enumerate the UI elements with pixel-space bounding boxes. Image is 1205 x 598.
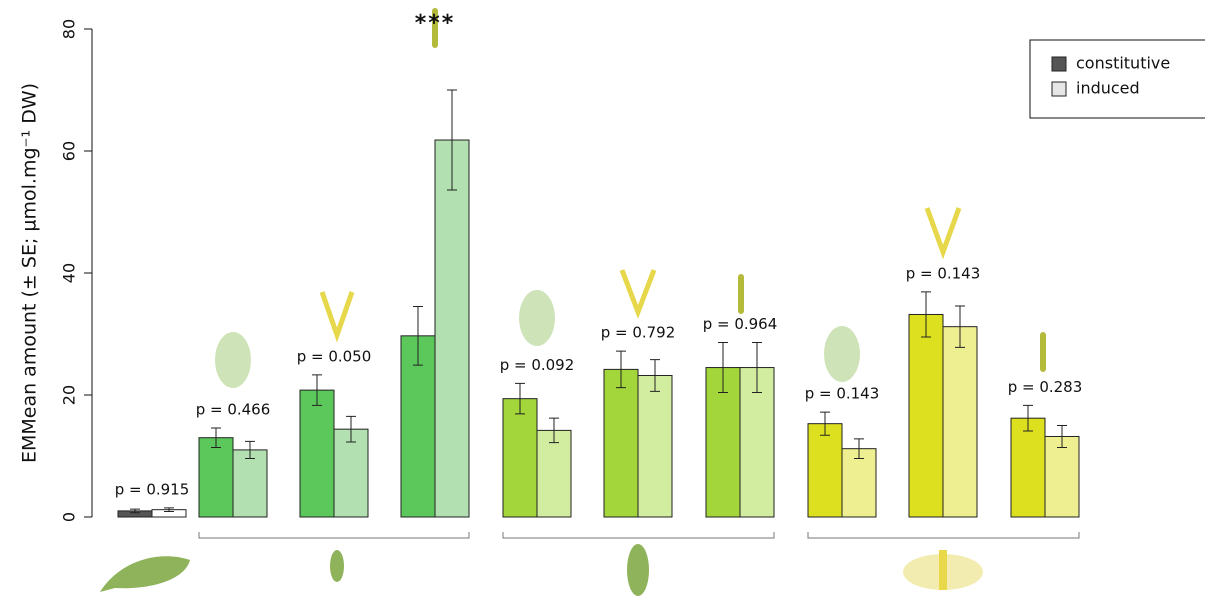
p-value: p = 0.092	[500, 356, 575, 374]
error-bar	[820, 411, 830, 436]
error-bar	[921, 291, 931, 338]
legend-label: constitutive	[1076, 54, 1170, 73]
y-tick-label: 40	[60, 263, 79, 283]
p-value: p = 0.466	[196, 400, 271, 418]
bar	[841, 448, 877, 518]
error-bar	[211, 427, 221, 448]
error-bar	[1023, 404, 1033, 432]
p-value: p = 0.143	[805, 385, 880, 403]
legend-label: induced	[1076, 79, 1140, 98]
error-bar	[955, 305, 965, 348]
bar	[400, 335, 436, 518]
bar	[434, 139, 470, 518]
error-bar	[130, 508, 140, 514]
significance: ***	[415, 11, 456, 36]
error-bar	[718, 342, 728, 394]
y-axis-label: EMMean amount (± SE; µmol.mg⁻¹ DW)	[19, 83, 41, 463]
p-value: p = 0.283	[1008, 378, 1083, 396]
decorations	[198, 532, 1080, 539]
p-value: p = 0.915	[115, 480, 190, 498]
bar	[942, 326, 978, 518]
y-tick-label: 60	[60, 141, 79, 161]
p-value: p = 0.143	[906, 264, 981, 282]
bar	[1010, 417, 1046, 518]
y-tick-label: 80	[60, 19, 79, 39]
p-value: p = 0.964	[703, 315, 778, 333]
error-bar	[312, 374, 322, 406]
bar	[502, 398, 538, 518]
bar	[536, 429, 572, 518]
bar	[1044, 435, 1080, 518]
bar	[333, 428, 369, 518]
error-bar	[854, 438, 864, 459]
error-bar	[752, 342, 762, 394]
y-tick-label: 20	[60, 385, 79, 405]
p-value: p = 0.050	[297, 347, 372, 365]
error-bar	[1057, 425, 1067, 448]
error-bar	[549, 417, 559, 444]
error-bar	[515, 382, 525, 415]
bar	[603, 368, 639, 518]
bar	[198, 437, 234, 518]
bar	[299, 389, 335, 518]
p-value: p = 0.792	[601, 324, 676, 342]
error-bar	[616, 350, 626, 389]
error-bar	[164, 507, 174, 513]
bar	[637, 374, 673, 518]
bar	[232, 449, 268, 518]
legend-box	[1029, 39, 1205, 119]
legend-swatch	[1051, 56, 1067, 72]
icons	[100, 8, 1046, 596]
legend-swatch	[1051, 81, 1067, 97]
error-bar	[245, 440, 255, 459]
y-tick-label: 0	[60, 512, 79, 522]
error-bar	[447, 89, 457, 191]
bar	[807, 423, 843, 518]
error-bar	[346, 415, 356, 443]
bar	[908, 313, 944, 518]
error-bar	[413, 306, 423, 366]
error-bar	[650, 359, 660, 392]
